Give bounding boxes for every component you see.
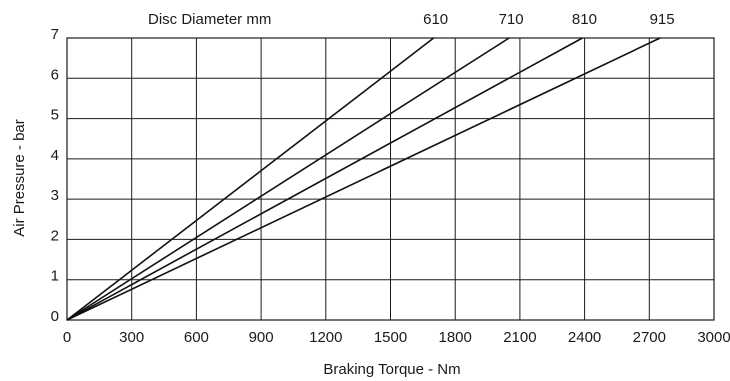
series-label-810: 810: [572, 11, 597, 28]
x-tick-label: 900: [249, 329, 274, 346]
x-tick-label: 600: [184, 329, 209, 346]
tick-labels: 0 300 600 900 1200 1500 1800 2100 2400 2700 3000 0 1…: [51, 11, 730, 346]
y-tick-label: 4: [51, 147, 59, 164]
x-tick-label: 1500: [374, 329, 407, 346]
series-label-710: 710: [499, 11, 524, 28]
y-tick-label: 7: [51, 26, 59, 43]
series-line-810: [66, 37, 583, 321]
y-axis-label: Air Pressure - bar: [11, 119, 28, 237]
plot-frame: [66, 37, 715, 321]
y-tick-label: 5: [51, 107, 59, 124]
series-line-710: [66, 37, 510, 321]
series-label-610: 610: [423, 11, 448, 28]
y-tick-label: 3: [51, 187, 59, 204]
x-tick-label: 1800: [439, 329, 472, 346]
x-tick-label: 2100: [503, 329, 536, 346]
x-tick-label: 2400: [568, 329, 601, 346]
axis-labels: Disc Diameter mm Braking Torque - Nm Air…: [11, 11, 461, 378]
y-tick-label: 1: [51, 268, 59, 285]
grid: [66, 37, 715, 321]
series-label-915: 915: [650, 11, 675, 28]
y-tick-label: 6: [51, 66, 59, 83]
x-axis-label: Braking Torque - Nm: [323, 361, 460, 378]
x-tick-label: 300: [119, 329, 144, 346]
y-tick-label: 0: [51, 308, 59, 325]
x-tick-label: 1200: [309, 329, 342, 346]
series-lines: [66, 37, 661, 321]
x-tick-label: 3000: [697, 329, 730, 346]
x-tick-label: 2700: [633, 329, 666, 346]
series-line-915: [66, 37, 661, 321]
chart-title: Disc Diameter mm: [148, 11, 271, 28]
x-tick-label: 0: [63, 329, 71, 346]
series-line-610: [66, 37, 435, 321]
y-tick-label: 2: [51, 227, 59, 244]
